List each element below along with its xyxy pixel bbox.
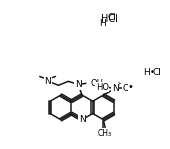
Text: H: H: [99, 20, 106, 28]
Text: N: N: [44, 77, 51, 86]
Text: O: O: [122, 84, 130, 93]
Text: CH₃: CH₃: [97, 129, 111, 138]
Text: •: •: [149, 67, 154, 77]
Text: +: +: [115, 81, 121, 87]
Text: N: N: [75, 80, 81, 89]
Text: Cl: Cl: [152, 67, 161, 77]
Text: OH: OH: [91, 79, 104, 88]
Text: HO: HO: [96, 83, 109, 92]
Text: •: •: [128, 82, 134, 92]
Text: N: N: [79, 115, 85, 124]
Text: N: N: [112, 84, 118, 93]
Text: HCl: HCl: [101, 14, 118, 24]
Text: Cl: Cl: [107, 13, 116, 22]
Text: N: N: [112, 84, 118, 93]
Text: H: H: [144, 67, 150, 77]
Text: N: N: [44, 77, 51, 86]
Text: N: N: [79, 115, 85, 124]
